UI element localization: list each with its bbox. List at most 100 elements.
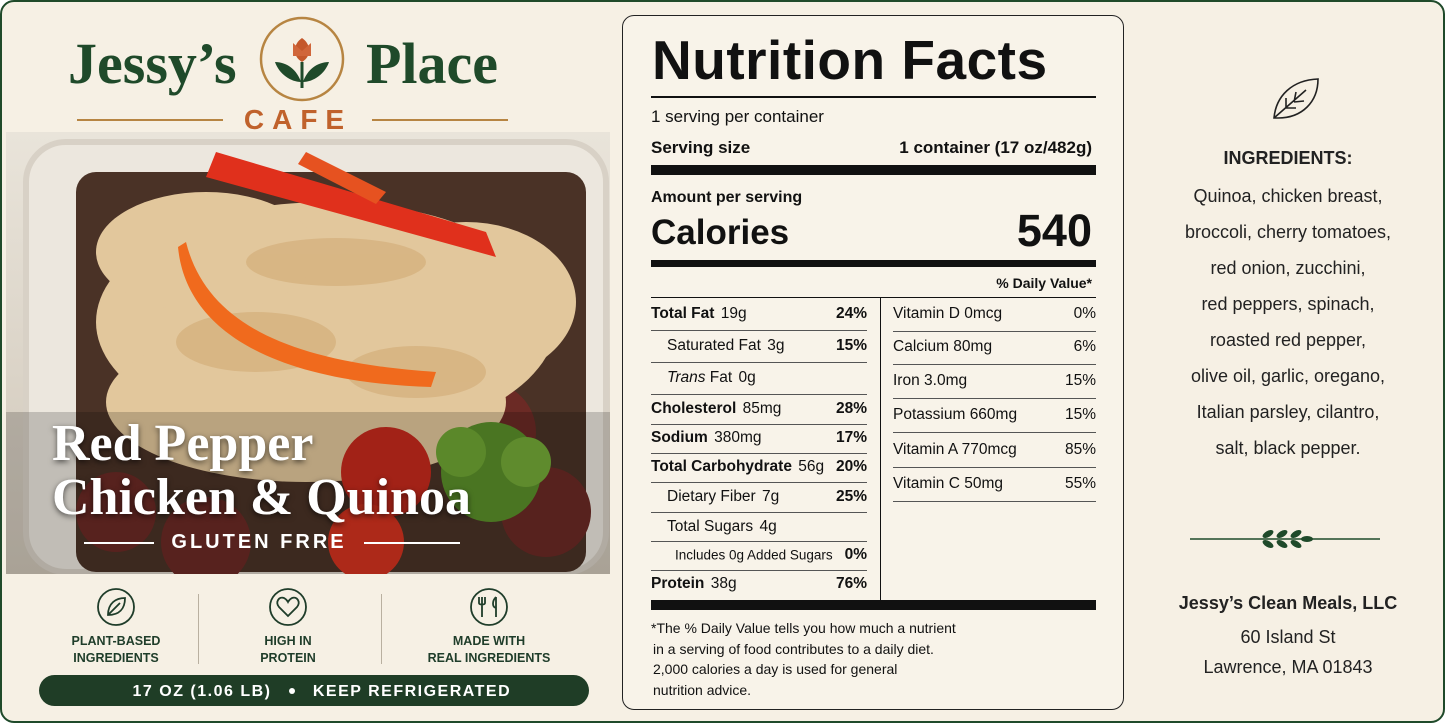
ingredient-line: Quinoa, chicken breast, [1193,186,1383,206]
nutrient-name: Vitamin D 0mcg [893,305,1002,323]
nutrient-amount: 770mcg [961,441,1017,458]
rule [651,512,867,513]
nutrient-row: Includes 0g Added Sugars 0% [651,540,867,570]
nutrient-name: Total Carbohydrate 56g [651,458,824,476]
nutrient-name-text: Cholesterol [651,400,737,417]
rule [893,467,1096,468]
rule [651,260,1096,267]
divider [198,594,199,664]
nutrition-title: Nutrition Facts [652,29,1048,91]
nutrient-name: Dietary Fiber 7g [667,488,779,506]
nutrient-name-text: Total Carbohydrate [651,458,792,475]
footnote-line: in a serving of food contributes to a da… [653,640,934,657]
nutrient-amount: 0g [738,369,756,386]
nutrient-dv: 17% [835,429,867,446]
nutrient-amount: 4g [759,518,777,535]
weight: 17 OZ (1.06 LB) [132,683,272,700]
badge-icon [269,588,307,626]
nutrient-name-text: Vitamin A [893,441,958,458]
nutrient-amount: 85mg [742,400,782,417]
ingredient-line: olive oil, garlic, oregano, [1190,366,1386,386]
nutrient-name: Vitamin A 770mcg [893,441,1017,459]
nutrient-amount: 80mg [953,338,993,355]
nutrient-name-text: Dietary Fiber [667,488,756,505]
product-name: Red Pepper [52,415,314,472]
nutrient-row: Protein 38g 76% [651,569,867,599]
nutrient-name: Sodium 380mg [651,429,762,447]
badge-text: PLANT-BASED [71,634,161,648]
brand-logo [259,16,345,102]
nutrient-name-text: Calcium [893,338,949,355]
rule [651,600,1096,610]
divider [381,594,382,664]
leaf-icon [1273,78,1319,119]
rule [651,423,867,425]
serving-size-value: 1 container (17 oz/482g) [899,138,1092,157]
ingredient-line: red onion, zucchini, [1210,258,1366,278]
nutrient-name: Trans Fat 0g [667,369,756,387]
dv-header: % Daily Value* [996,275,1092,291]
nutrient-name-text: Fat [709,369,733,386]
ingredient-line: broccoli, cherry tomatoes, [1184,222,1392,242]
calories-label: Calories [651,213,790,252]
nutrient-row: Vitamin C 50mg 55% [893,469,1096,499]
nutrient-row: Calcium 80mg 6% [893,332,1096,362]
nutrient-name: Total Sugars 4g [667,518,777,536]
nutrient-dv: 76% [835,575,867,592]
nutrient-dv: 55% [1064,475,1096,492]
nutrient-amount: 19g [720,305,747,322]
nutrient-name-text: Iron [893,372,920,389]
rule [651,482,867,483]
nutrient-name: Total Fat 19g [651,305,747,323]
calories: 540 [1016,205,1092,256]
rule [893,364,1096,365]
product-tag: GLUTEN FRRE [171,531,347,553]
nutrient-dv: 15% [1064,406,1096,423]
nutrient-name: Saturated Fat 3g [667,337,784,355]
ingredient-line: salt, black pepper. [1215,438,1361,458]
badge-icon [97,588,135,626]
bullet [289,688,295,694]
nutrient-dv: 6% [1073,338,1096,355]
rule [651,393,867,395]
nutrient-dv: 15% [835,337,867,354]
servings: 1 serving per container [651,107,824,126]
nutrient-amount: 7g [762,488,780,505]
nutrient-amount: 56g [798,458,825,475]
badge-text: MADE WITH [452,634,526,648]
nutrient-dv: 28% [835,400,867,417]
nutrient-row: Iron 3.0mg 15% [893,366,1096,396]
rule [651,96,1096,98]
rule [651,165,1096,175]
nutrient-dv: 15% [1064,372,1096,389]
rule [651,330,867,331]
nutrient-name: Vitamin C 50mg [893,475,1003,493]
nutrient-name-text: Vitamin D [893,305,960,322]
rule [893,432,1096,433]
badge-text: HIGH IN [264,634,312,648]
nutrient-amount: 38g [710,575,737,592]
nutrient-amount: 3g [767,337,785,354]
footer-bar [39,675,589,706]
nutrient-name-text: Total Sugars [667,518,754,535]
nutrient-name: Calcium 80mg [893,338,992,356]
nutrient-dv: 24% [835,305,867,322]
rule [651,362,867,363]
badge-text: PROTEIN [260,651,316,665]
divider [372,119,508,121]
serving-size-label: Serving size [651,138,751,157]
nutrient-name-text: Includes 0g Added Sugars [675,547,833,563]
footnote-line: 2,000 calories a day is used for general [653,661,898,677]
company-city: Lawrence, MA 01843 [1203,657,1373,677]
footnote-line: nutrition advice. [653,681,752,698]
nutrient-name-text: Saturated Fat [667,337,761,354]
nutrient-name: Protein 38g [651,575,737,593]
nutrient-dv: 0% [1073,305,1096,322]
company-name: Jessy’s Clean Meals, LLC [1178,593,1398,613]
rule [651,452,867,454]
ingredient-line: roasted red pepper, [1209,330,1367,350]
nutrient-row: Cholesterol 85mg 28% [651,394,867,424]
nutrient-name: Iron 3.0mg [893,372,967,390]
nutrient-amount: 380mg [714,429,762,446]
